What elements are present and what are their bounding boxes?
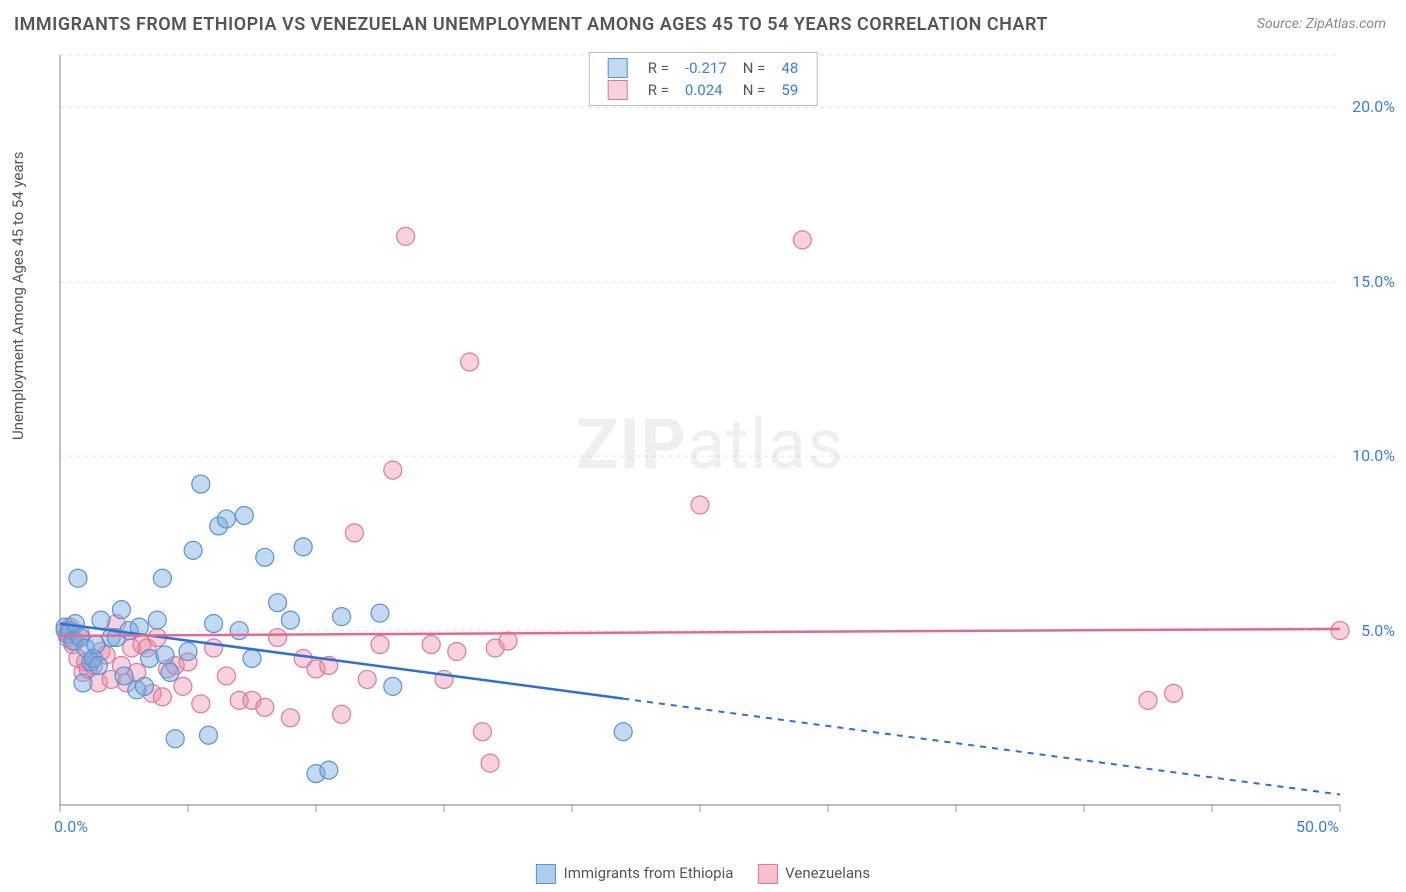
legend-n-label: N = [735, 57, 774, 79]
legend-r-label: R = [640, 57, 677, 79]
scatter-point [371, 604, 389, 622]
scatter-point [384, 461, 402, 479]
scatter-point [148, 611, 166, 629]
scatter-point [174, 677, 192, 695]
legend-r-value: -0.217 [677, 57, 735, 79]
scatter-point [192, 695, 210, 713]
legend-swatch [608, 80, 628, 100]
scatter-point [294, 538, 312, 556]
scatter-point [256, 698, 274, 716]
scatter-point [217, 667, 235, 685]
scatter-point [184, 541, 202, 559]
y-tick-label: 15.0% [1335, 272, 1395, 291]
scatter-point [691, 496, 709, 514]
scatter-point [345, 524, 363, 542]
scatter-point [1165, 684, 1183, 702]
scatter-point [448, 643, 466, 661]
scatter-point [499, 632, 517, 650]
scatter-point [269, 629, 287, 647]
legend-swatch [757, 864, 777, 884]
scatter-point [614, 723, 632, 741]
scatter-point [192, 475, 210, 493]
scatter-point [230, 622, 248, 640]
scatter-point [92, 611, 110, 629]
scatter-point [74, 674, 92, 692]
source-attribution: Source: ZipAtlas.com [1257, 16, 1386, 32]
y-axis-title: Unemployment Among Ages 45 to 54 years [9, 152, 27, 440]
scatter-point [112, 601, 130, 619]
chart-title: IMMIGRANTS FROM ETHIOPIA VS VENEZUELAN U… [14, 14, 1048, 35]
scatter-point [115, 667, 133, 685]
scatter-point [481, 754, 499, 772]
scatter-point [422, 636, 440, 654]
legend-n-value: 48 [773, 57, 806, 79]
legend-r-value: 0.024 [677, 79, 735, 101]
series-legend: Immigrants from Ethiopia Venezuelans [524, 864, 882, 884]
x-axis-max-label: 50.0% [1296, 817, 1339, 836]
scatter-point [397, 227, 415, 245]
scatter-point [135, 677, 153, 695]
scatter-point [235, 506, 253, 524]
scatter-point [161, 663, 179, 681]
scatter-point [153, 688, 171, 706]
scatter-point [205, 639, 223, 657]
scatter-point [461, 353, 479, 371]
scatter-point [384, 677, 402, 695]
scatter-point [358, 670, 376, 688]
scatter-point [281, 611, 299, 629]
scatter-point [333, 705, 351, 723]
scatter-point [333, 608, 351, 626]
scatter-point [793, 231, 811, 249]
y-tick-label: 5.0% [1335, 621, 1395, 640]
y-tick-label: 20.0% [1335, 97, 1395, 116]
legend-n-value: 59 [773, 79, 806, 101]
scatter-point [371, 636, 389, 654]
legend-label: Immigrants from Ethiopia [564, 864, 734, 882]
scatter-point [269, 594, 287, 612]
legend-swatch [608, 58, 628, 78]
legend-label: Venezuelans [785, 864, 870, 882]
scatter-point [243, 649, 261, 667]
scatter-point [473, 723, 491, 741]
scatter-point [256, 548, 274, 566]
correlation-legend: R = -0.217 N = 48 R = 0.024 N = 59 [589, 52, 818, 106]
scatter-point [281, 709, 299, 727]
scatter-point [179, 643, 197, 661]
legend-r-label: R = [640, 79, 677, 101]
scatter-point [156, 646, 174, 664]
legend-swatch [536, 864, 556, 884]
scatter-point [166, 730, 184, 748]
scatter-point [1139, 691, 1157, 709]
scatter-point [199, 726, 217, 744]
x-axis-min-label: 0.0% [54, 817, 88, 836]
scatter-point [217, 510, 235, 528]
scatter-chart-svg [50, 50, 1370, 840]
scatter-point [205, 615, 223, 633]
scatter-point [89, 656, 107, 674]
y-tick-label: 10.0% [1335, 446, 1395, 465]
scatter-point [320, 761, 338, 779]
legend-n-label: N = [735, 79, 774, 101]
plot-area: ZIPatlas [50, 50, 1370, 840]
scatter-point [153, 569, 171, 587]
legend-item: Venezuelans [757, 864, 870, 884]
legend-item: Immigrants from Ethiopia [536, 864, 734, 884]
scatter-point [69, 569, 87, 587]
